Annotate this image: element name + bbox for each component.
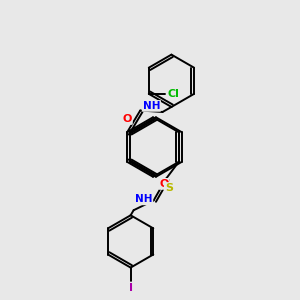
Text: NH: NH [135,194,152,204]
Text: Cl: Cl [167,89,179,99]
Text: I: I [129,283,133,292]
Text: NH: NH [142,101,160,111]
Text: O: O [122,114,132,124]
Text: O: O [159,179,169,189]
Text: S: S [165,183,173,193]
